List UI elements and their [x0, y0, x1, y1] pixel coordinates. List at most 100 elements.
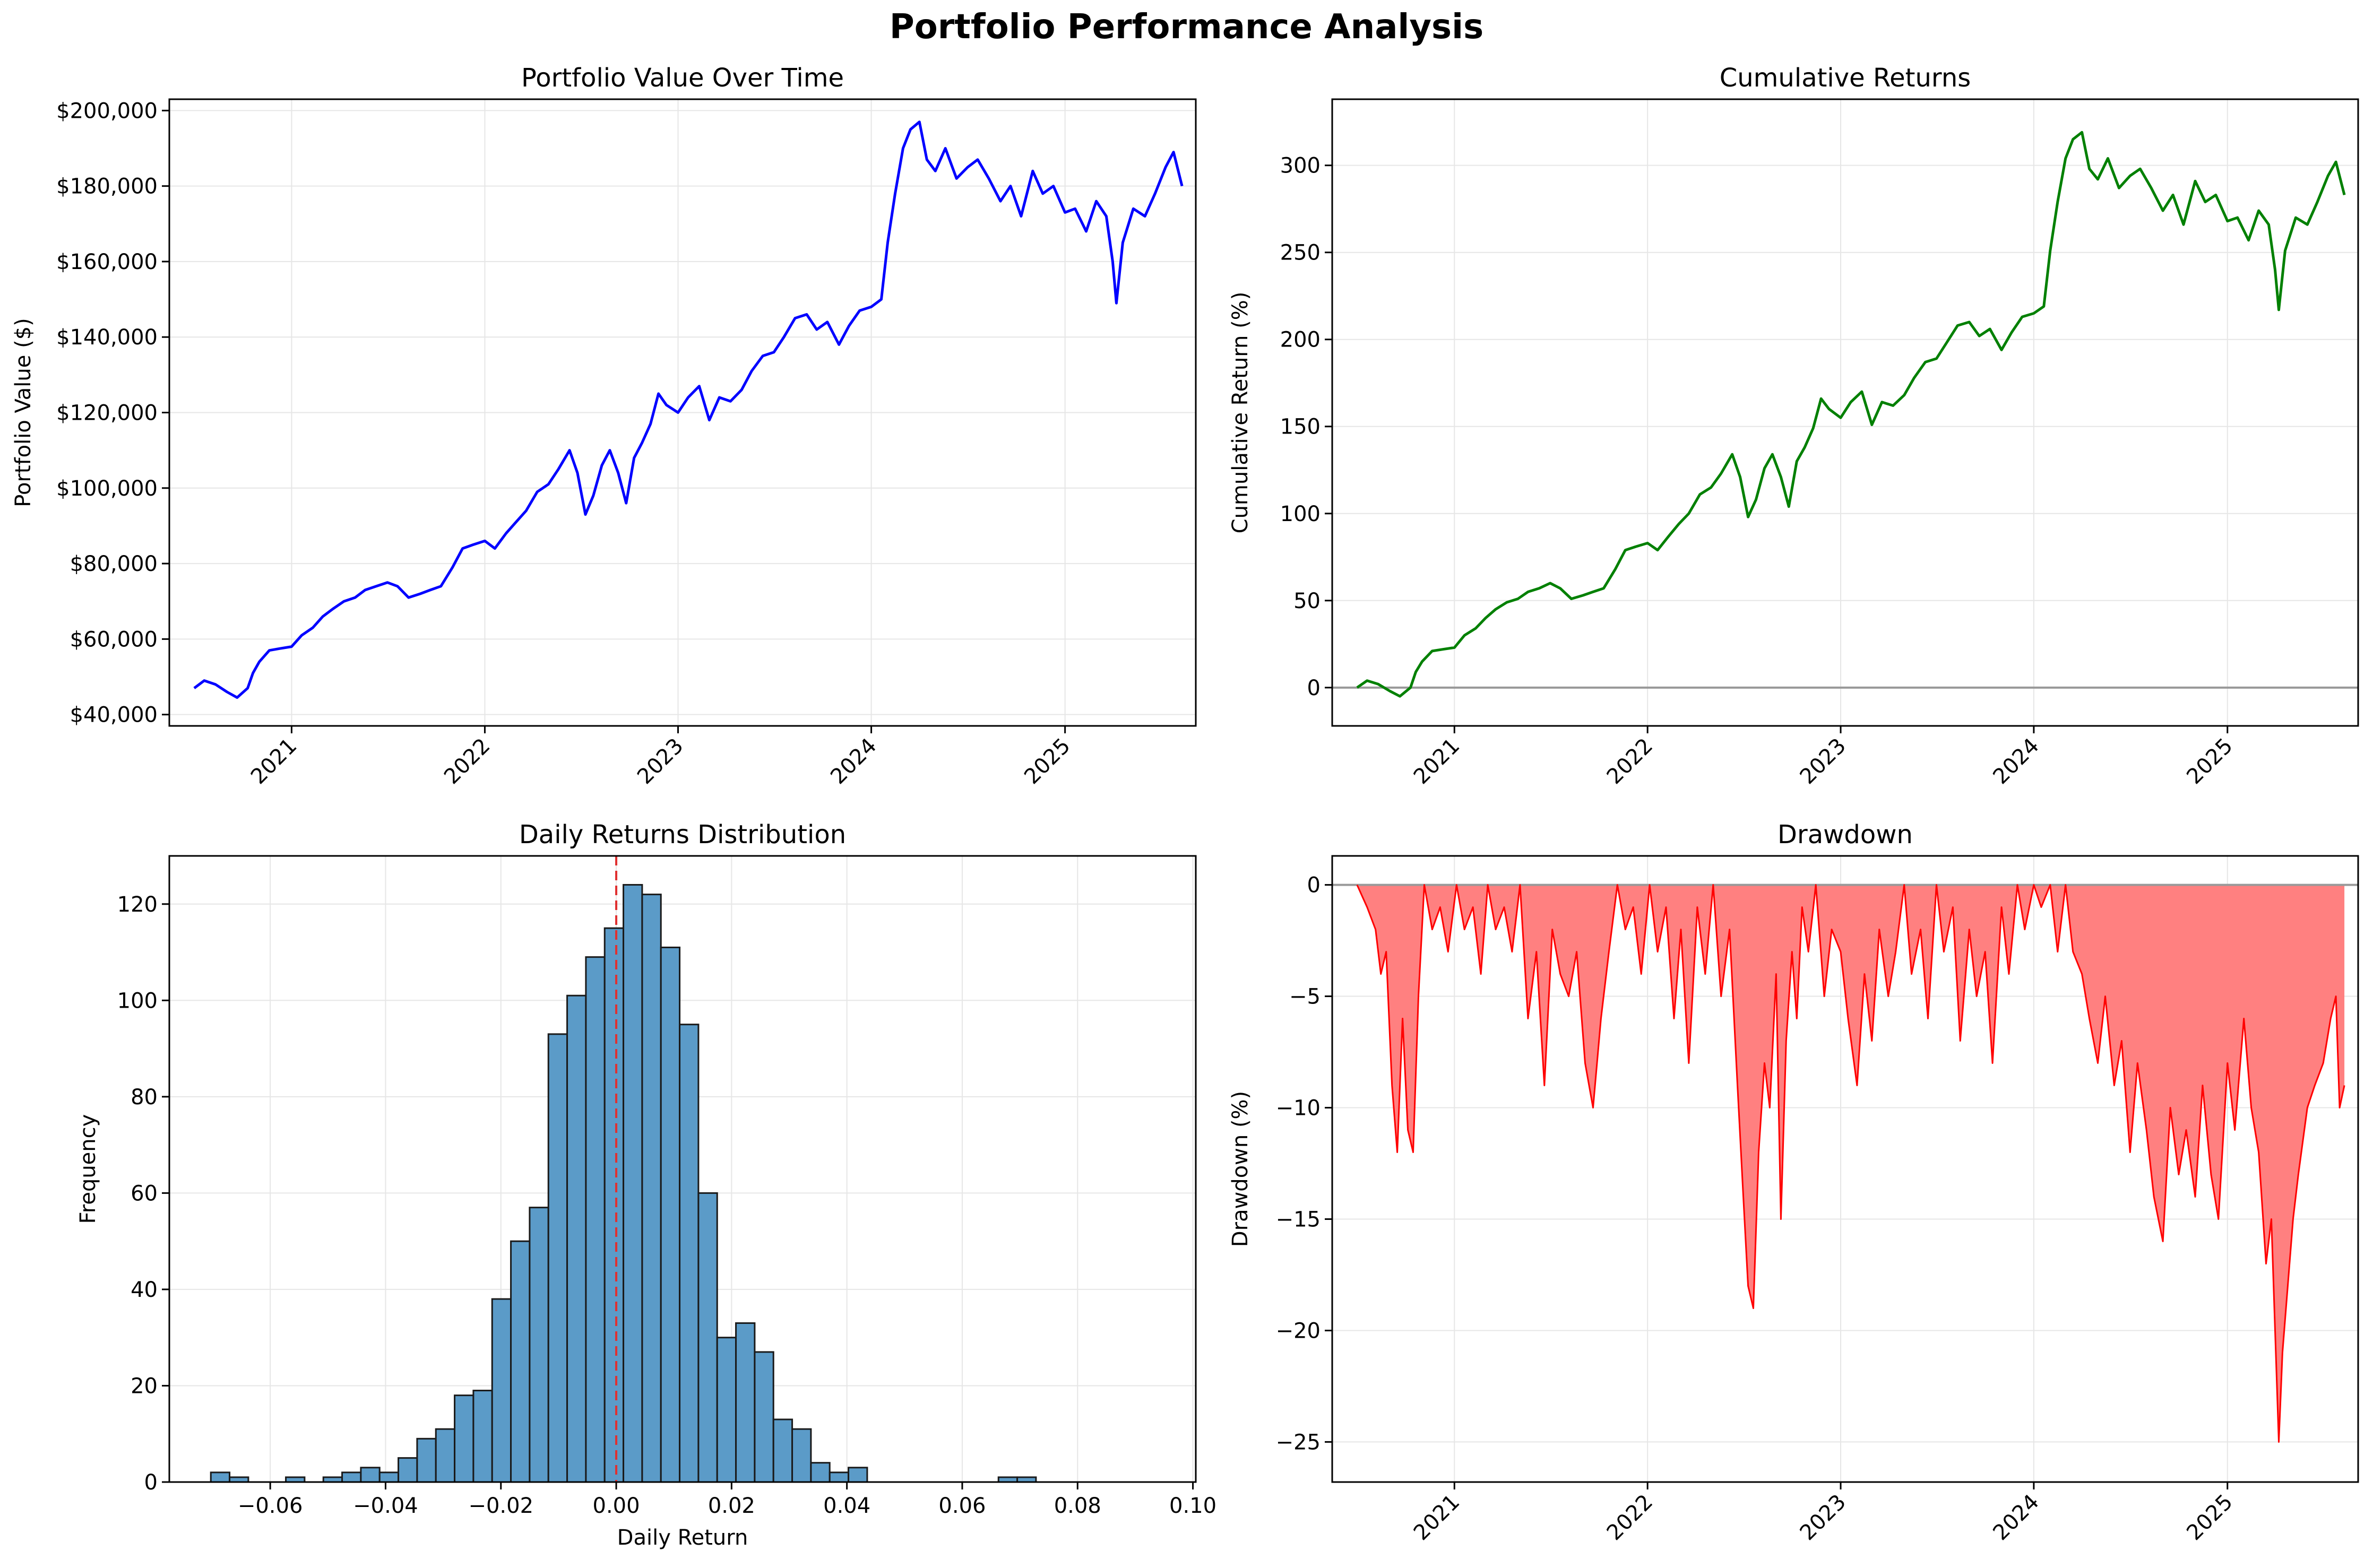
chart-cumret: 0 50 100 150 200 250 300 2021 2022 2023 2024 2025 Cu…	[1228, 63, 2359, 790]
y-axis-label: Frequency	[76, 1114, 100, 1224]
x-tick-label: 2023	[633, 734, 688, 790]
y-tick-label: −10	[1276, 1096, 1321, 1121]
axes-frame	[1331, 98, 2359, 727]
histogram-bar	[472, 1390, 493, 1482]
histogram-bar	[285, 1476, 306, 1482]
x-tick-label: 2024	[1988, 1490, 2044, 1546]
x-tick-label: 2025	[2182, 734, 2238, 790]
x-tick-label: 0.10	[1169, 1494, 1216, 1518]
y-tick-label: −15	[1276, 1207, 1321, 1232]
y-tick-label: 120	[117, 893, 158, 917]
x-tick-label: 0.08	[1054, 1494, 1101, 1518]
x-tick-label: 2024	[826, 734, 882, 790]
y-tick-label: $120,000	[56, 401, 158, 426]
y-tick-label: 100	[1280, 502, 1321, 526]
x-tick-label: 0.04	[823, 1494, 870, 1518]
x-tick-label: 2022	[1602, 734, 1658, 790]
histogram-bar	[454, 1394, 474, 1482]
y-tick-label: $100,000	[56, 477, 158, 501]
histogram-bar	[848, 1467, 868, 1482]
subplot-title: Portfolio Value Over Time	[521, 63, 844, 93]
histogram-bar	[641, 894, 662, 1482]
y-tick-label: 0	[144, 1470, 158, 1495]
x-tick-label: 2024	[1988, 734, 2044, 790]
series-line	[193, 120, 1184, 699]
drawdown-fill	[1357, 885, 2345, 1442]
x-tick-label: 2021	[246, 734, 302, 790]
y-tick-label: $180,000	[56, 175, 158, 199]
subplot-title: Cumulative Returns	[1720, 63, 1971, 93]
x-tick-label: 2021	[1409, 1490, 1465, 1546]
x-tick-label: −0.06	[238, 1494, 303, 1518]
y-axis-label: Portfolio Value ($)	[11, 318, 36, 507]
y-tick-label: 0	[1307, 676, 1321, 700]
y-axis-label: Cumulative Return (%)	[1228, 292, 1253, 534]
histogram-bar	[716, 1337, 737, 1482]
chart-hist: 0 20 40 60 80 100 120 −0.06 −0.04 −0.02 0.00 0.02 0.…	[76, 820, 1216, 1550]
histogram-bar	[510, 1240, 531, 1482]
y-tick-label: $140,000	[56, 325, 158, 350]
histogram-bar	[398, 1457, 418, 1482]
x-tick-label: 2023	[1796, 1490, 1851, 1546]
histogram-bar	[660, 946, 681, 1482]
y-tick-label: 50	[1293, 589, 1321, 613]
histogram-bar	[566, 994, 587, 1482]
histogram-bar	[378, 1471, 400, 1482]
histogram-bar	[229, 1476, 249, 1482]
histogram-bar	[547, 1033, 568, 1482]
histogram-bar	[623, 883, 643, 1482]
x-tick-label: −0.04	[353, 1494, 418, 1518]
x-tick-label: 0.06	[938, 1494, 986, 1518]
x-tick-label: 2022	[439, 734, 495, 790]
y-tick-label: 0	[1307, 873, 1321, 898]
x-tick-label: 2025	[1020, 734, 1075, 790]
histogram-bar	[735, 1322, 756, 1482]
plot-area	[193, 120, 1184, 699]
histogram-bar	[810, 1462, 831, 1482]
chart-drawdown: 0 −5 −10 −15 −20 −25 2021 2022 2023 2024 2025 Drawd…	[1228, 820, 2359, 1546]
y-tick-label: 150	[1280, 415, 1321, 439]
y-tick-label: 80	[131, 1085, 158, 1110]
histogram-bar	[529, 1207, 549, 1482]
y-tick-label: −20	[1276, 1319, 1321, 1343]
y-tick-label: $80,000	[70, 552, 158, 576]
histogram-bar	[791, 1428, 812, 1482]
figure-title: Portfolio Performance Analysis	[889, 7, 1484, 47]
subplot-title: Drawdown	[1777, 820, 1913, 850]
y-tick-label: 40	[131, 1278, 158, 1302]
histogram-bar	[772, 1418, 793, 1482]
y-tick-label: 60	[131, 1181, 158, 1206]
series-line	[1356, 131, 2346, 698]
histogram-bar	[679, 1024, 700, 1482]
y-tick-label: 250	[1280, 241, 1321, 265]
axes-frame	[1331, 855, 2359, 1483]
histogram-bar	[829, 1471, 850, 1482]
y-tick-label: $200,000	[56, 99, 158, 123]
x-tick-label: 2025	[2182, 1490, 2238, 1546]
y-axis-label: Drawdown (%)	[1228, 1091, 1253, 1247]
histogram-bar	[603, 927, 625, 1482]
histogram-bar	[754, 1351, 774, 1482]
y-tick-label: −25	[1276, 1430, 1321, 1454]
histogram-bar	[697, 1192, 718, 1482]
histogram-bar	[416, 1437, 437, 1482]
chart-value: $40,000 $60,000 $80,000 $100,000 $120,000 $14…	[11, 63, 1197, 790]
plot-area	[1332, 131, 2358, 698]
y-tick-label: −5	[1289, 985, 1321, 1009]
histogram-bar	[1016, 1476, 1037, 1482]
subplot-title: Daily Returns Distribution	[519, 820, 846, 850]
plot-area	[210, 856, 1037, 1482]
x-tick-label: −0.02	[468, 1494, 533, 1518]
histogram-bar	[491, 1298, 512, 1482]
histogram-bar	[435, 1428, 456, 1482]
histogram-bar	[360, 1467, 381, 1482]
y-tick-label: $160,000	[56, 250, 158, 274]
y-tick-label: $40,000	[70, 703, 158, 727]
x-tick-label: 0.00	[593, 1494, 640, 1518]
y-tick-label: $60,000	[70, 627, 158, 652]
x-axis-label: Daily Return	[617, 1526, 748, 1550]
axes-frame	[168, 855, 1197, 1483]
x-tick-label: 0.02	[708, 1494, 755, 1518]
plot-area	[1332, 883, 2358, 1443]
